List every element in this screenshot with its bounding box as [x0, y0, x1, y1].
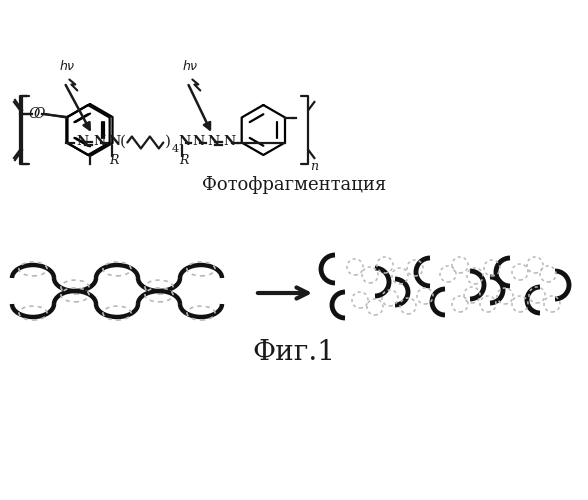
- Text: N: N: [192, 135, 205, 148]
- Text: N: N: [223, 135, 235, 148]
- Text: N: N: [178, 135, 191, 148]
- Text: N: N: [76, 135, 88, 148]
- Text: N: N: [108, 135, 121, 148]
- Text: 4: 4: [171, 144, 179, 154]
- Text: R: R: [109, 154, 119, 167]
- Text: Фиг.1: Фиг.1: [252, 338, 336, 365]
- Text: ): ): [165, 134, 171, 148]
- Text: (: (: [119, 134, 125, 148]
- Text: $h\nu$: $h\nu$: [182, 60, 199, 74]
- Text: R: R: [179, 154, 189, 167]
- Text: O: O: [28, 107, 39, 121]
- Text: O: O: [33, 107, 44, 121]
- Text: N: N: [208, 135, 219, 148]
- Text: $h\nu$: $h\nu$: [59, 60, 76, 74]
- Text: Фотофрагментация: Фотофрагментация: [202, 176, 386, 194]
- Text: n: n: [310, 160, 318, 172]
- Text: N: N: [93, 135, 105, 148]
